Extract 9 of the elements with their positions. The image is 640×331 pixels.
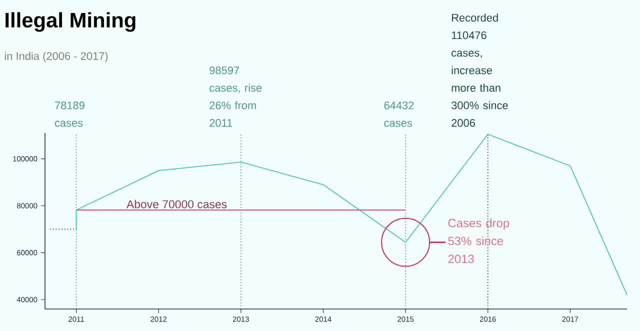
chart-subtitle: in India (2006 - 2017) <box>4 52 108 62</box>
line-series <box>76 134 628 296</box>
ref-line-label: 98597 cases, rise 26% from 2011 <box>210 66 262 127</box>
annotation: Cases drop 53% since 2013 <box>448 218 510 264</box>
ref-line-label: 64432 cases <box>384 102 414 127</box>
ref-line-label: Recorded 110476 cases, increase more than 300% since 2006 <box>452 14 508 127</box>
annotation: Above 70000 cases <box>126 200 227 208</box>
ref-line-label: 78189 cases <box>54 102 84 127</box>
chart-title: Illegal Mining <box>6 12 136 32</box>
